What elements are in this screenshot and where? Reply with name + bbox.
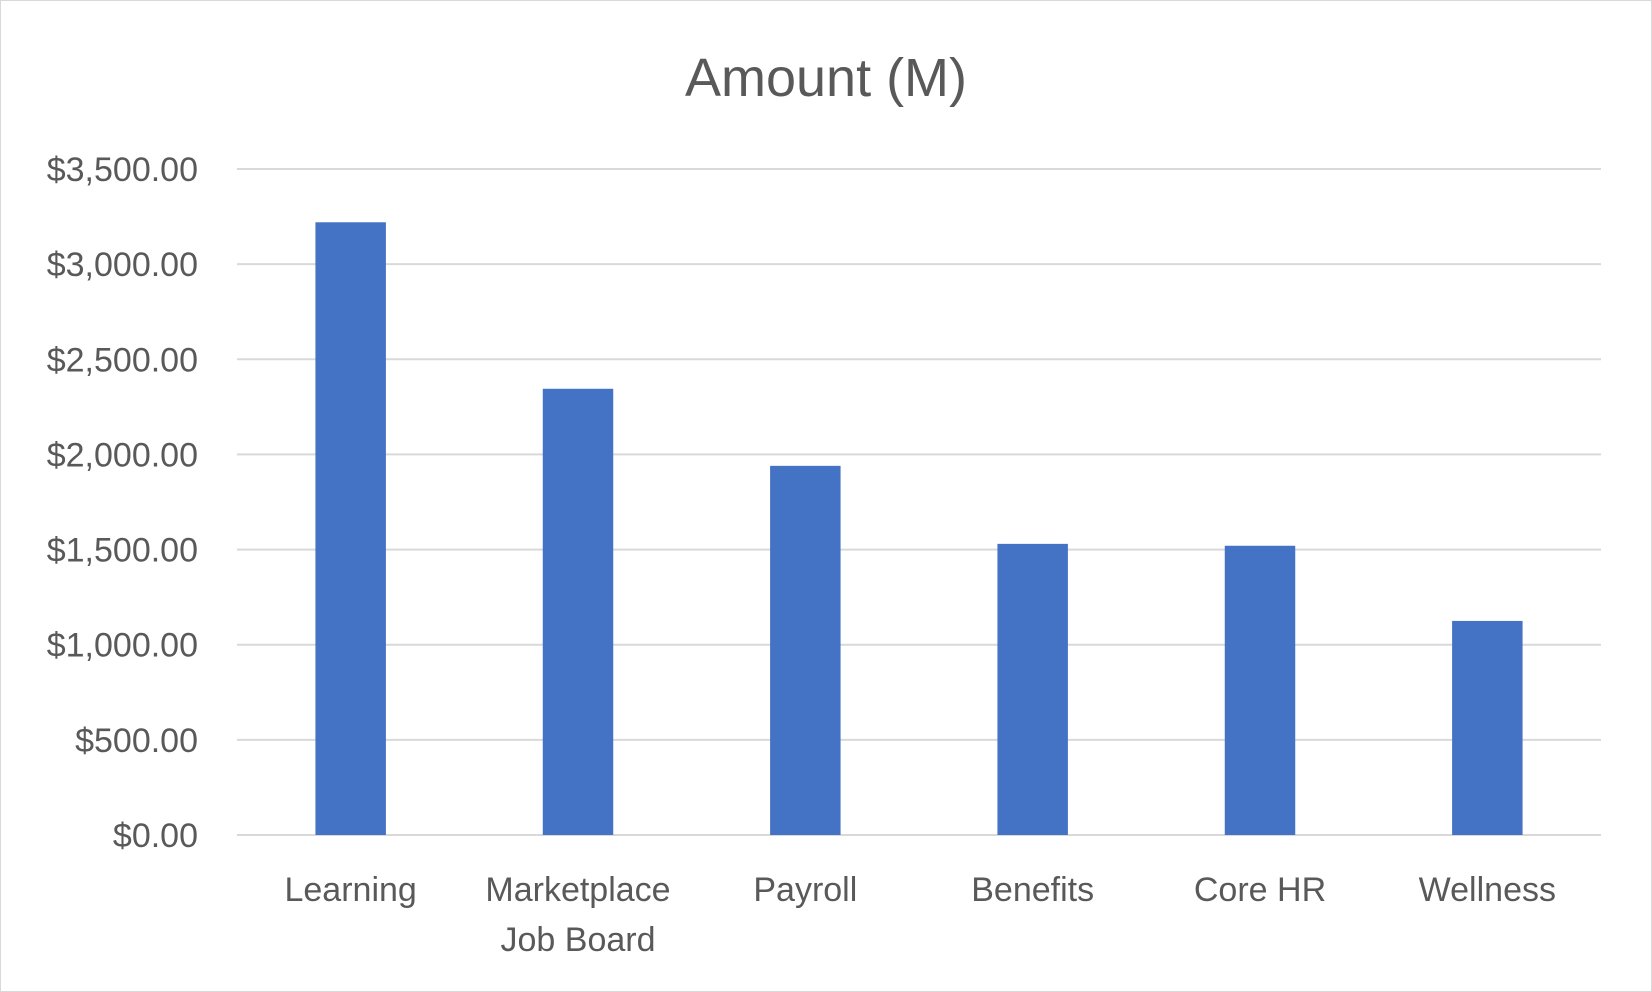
x-category-label: Core HR — [1194, 871, 1326, 909]
y-tick-label: $2,500.00 — [47, 341, 198, 379]
x-axis-category-labels: Learning Marketplace Job Board Payroll Benef… — [284, 871, 1555, 959]
x-category-label: Learning — [284, 871, 416, 909]
y-tick-label: $3,500.00 — [47, 151, 198, 189]
bar — [542, 388, 614, 835]
y-tick-label: $3,000.00 — [47, 246, 198, 284]
bar — [1452, 620, 1523, 835]
y-tick-label: $0.00 — [113, 817, 198, 855]
chart-title: Amount (M) — [685, 48, 967, 108]
y-tick-label: $1,000.00 — [47, 627, 198, 665]
bars — [315, 222, 1523, 835]
x-category-label: Wellness — [1419, 871, 1556, 909]
bar — [1224, 545, 1296, 835]
bar — [997, 543, 1068, 835]
bar — [770, 465, 841, 835]
gridlines — [237, 168, 1601, 836]
bar — [315, 222, 386, 835]
y-tick-label: $500.00 — [75, 722, 198, 760]
x-category-label: Marketplace Job Board — [485, 871, 670, 959]
y-tick-label: $1,500.00 — [47, 532, 198, 570]
x-category-label: Benefits — [971, 871, 1094, 909]
x-category-label: Payroll — [753, 871, 857, 909]
y-tick-label: $2,000.00 — [47, 436, 198, 474]
y-axis-tick-labels: $0.00 $500.00 $1,000.00 $1,500.00 $2,000.00 $… — [47, 151, 198, 855]
